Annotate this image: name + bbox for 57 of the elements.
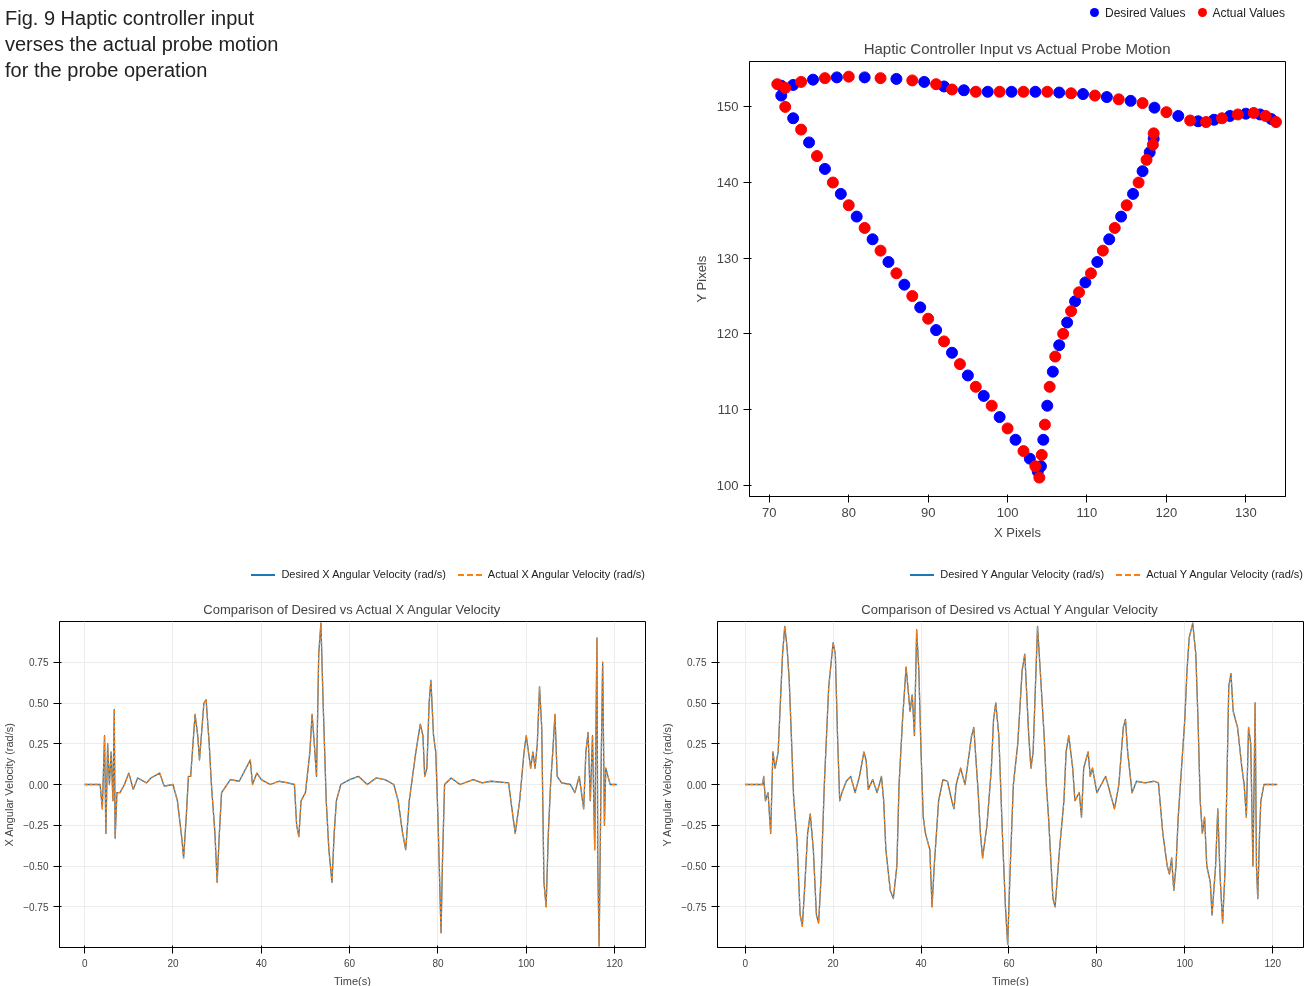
legend-label: Actual Values xyxy=(1211,6,1285,20)
x-axis-title: X Pixels xyxy=(994,524,1042,540)
y-tick-label: 0.25 xyxy=(687,738,707,750)
y-tick-label: 120 xyxy=(716,326,739,342)
x-tick-label: 0 xyxy=(81,957,88,969)
x-tick-label: 20 xyxy=(827,957,840,969)
y-tick-label: −0.75 xyxy=(23,901,49,913)
chart-title: Comparison of Desired vs Actual Y Angular Velocity xyxy=(861,601,1159,617)
y-tick-label: 0.75 xyxy=(687,657,707,669)
y-tick-label: 140 xyxy=(716,175,739,191)
x-axis-title: Time(s) xyxy=(992,974,1029,986)
x-tick-label: 40 xyxy=(915,957,928,969)
y-axis-title: Y Pixels xyxy=(693,255,709,303)
y-tick-label: 0.25 xyxy=(29,738,49,750)
x-tick-label: 60 xyxy=(344,957,356,969)
x-tick-label: 100 xyxy=(1176,957,1194,969)
y-tick-label: −0.50 xyxy=(23,861,49,872)
x-tick-label: 80 xyxy=(432,957,444,969)
x-tick-label: 40 xyxy=(255,957,268,969)
y-axis-title: X Angular Velocity (rad/s) xyxy=(3,723,16,847)
y-axis-title: Y Angular Velocity (rad/s) xyxy=(661,723,674,847)
x-tick-label: 0 xyxy=(742,957,749,969)
x-tick-label: 80 xyxy=(841,504,856,520)
x-tick-label: 120 xyxy=(1264,957,1282,969)
y-tick-label: 110 xyxy=(717,402,739,417)
x-tick-label: 70 xyxy=(762,504,777,520)
chart-title: Haptic Controller Input vs Actual Probe Motion xyxy=(863,39,1171,57)
x-tick-label: 120 xyxy=(606,957,624,969)
x-tick-label: 80 xyxy=(1091,957,1103,969)
x-tick-label: 60 xyxy=(1003,957,1015,969)
x-axis-title: Time(s) xyxy=(334,974,371,986)
y-tick-label: 130 xyxy=(716,250,739,266)
legend-label: Actual X Angular Velocity (rad/s) xyxy=(486,568,645,580)
y-tick-label: 0.00 xyxy=(687,779,707,791)
x-tick-label: 90 xyxy=(920,504,936,520)
chart-title: Comparison of Desired vs Actual X Angular Velocity xyxy=(203,601,501,617)
y-tick-label: −0.75 xyxy=(681,901,707,913)
y-tick-label: 0.50 xyxy=(687,698,707,709)
legend-label: Desired Y Angular Velocity (rad/s) xyxy=(939,568,1105,580)
x-tick-label: 100 xyxy=(996,504,1019,520)
legend-label: Actual Y Angular Velocity (rad/s) xyxy=(1145,568,1303,580)
y-tick-label: 0.75 xyxy=(29,657,49,669)
caption: Fig. 9 Haptic controller input verses the actual probe motion for the probe operation xyxy=(5,6,280,83)
x-tick-label: 110 xyxy=(1076,504,1098,520)
y-tick-label: 0.00 xyxy=(29,779,49,791)
y-tick-label: −0.25 xyxy=(23,820,49,832)
legend-label: Desired Values xyxy=(1104,6,1186,20)
y-tick-label: −0.25 xyxy=(681,820,707,832)
y-tick-label: −0.50 xyxy=(681,861,707,872)
legend-label: Desired X Angular Velocity (rad/s) xyxy=(280,568,446,580)
x-tick-label: 130 xyxy=(1234,504,1257,520)
y-tick-label: 100 xyxy=(716,477,739,493)
y-tick-label: 150 xyxy=(716,99,739,115)
x-tick-label: 20 xyxy=(167,957,179,969)
x-tick-label: 100 xyxy=(517,957,536,969)
y-tick-label: 0.50 xyxy=(29,698,49,709)
x-tick-label: 120 xyxy=(1155,504,1178,520)
